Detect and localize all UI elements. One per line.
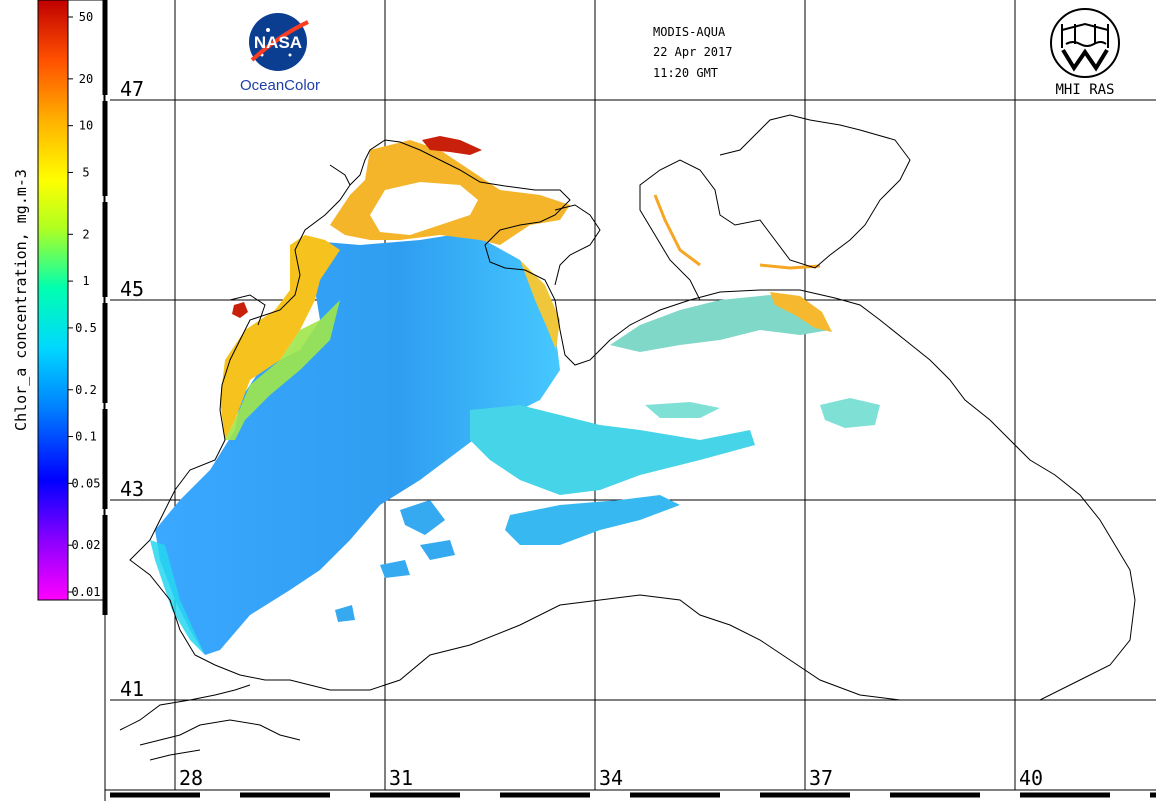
colorbar-tick-label: 1: [82, 274, 89, 288]
sensor-name: MODIS-AQUA: [653, 25, 726, 39]
latitude-label: 47: [120, 77, 144, 101]
mhi-ras-logo: MHI RAS: [1050, 8, 1120, 98]
colorbar-tick-label: 0.05: [72, 476, 101, 490]
chl-patch-central-2: [505, 495, 680, 545]
colorbar-tick-label: 50: [79, 10, 93, 24]
chl-azov-coast: [653, 194, 821, 270]
chl-very-high-dnieper: [422, 136, 482, 155]
longitude-label: 28: [179, 766, 203, 790]
acquisition-info: MODIS-AQUA 22 Apr 2017 11:20 GMT: [653, 25, 732, 80]
oceancolor-caption: OceanColor: [240, 77, 320, 94]
latitude-label: 45: [120, 277, 144, 301]
chl-white-gap-nw: [370, 182, 478, 235]
chl-patch-east: [820, 398, 880, 428]
nasa-wordmark: NASA: [254, 33, 302, 52]
acquisition-time: 11:20 GMT: [653, 66, 718, 80]
colorbar-tick-label: 0.1: [75, 430, 97, 444]
chl-patch-south-3: [380, 560, 410, 578]
coast-crimea-north: [554, 204, 601, 286]
colorbar-tick-label: 20: [79, 72, 93, 86]
coast-danube: [229, 294, 266, 326]
chl-green-west: [225, 300, 340, 440]
chl-patch-kerch: [610, 295, 830, 352]
chl-high-crimea: [520, 260, 560, 350]
acquisition-date: 22 Apr 2017: [653, 45, 732, 59]
colorbar-tick-label: 0.5: [75, 321, 97, 335]
coast-marmara: [119, 684, 301, 761]
longitude-labels: 28 31 34 37 40: [179, 766, 1043, 790]
longitude-label: 40: [1019, 766, 1043, 790]
chl-low-west: [155, 232, 560, 655]
chl-patch-south-2: [420, 540, 455, 560]
colorbar-tick-label: 5: [82, 165, 89, 179]
chl-patch-east-small: [645, 402, 720, 418]
coastline: [119, 114, 1136, 761]
colorbar-swatch: [37, 0, 69, 601]
chl-mid-shelf: [150, 540, 205, 655]
chl-patch-central-1: [470, 405, 755, 495]
nasa-meatball-icon: [249, 13, 307, 71]
chl-very-high-danube: [232, 302, 248, 318]
colorbar-tick-panel: [67, 0, 105, 601]
chlorophyll-field: [150, 136, 880, 655]
coast-west-south: [129, 139, 1136, 701]
chl-high-kerch-edge: [770, 292, 832, 332]
mhi-ras-caption: MHI RAS: [1055, 82, 1114, 98]
colorbar-title: Chlor_a concentration, mg.m-3: [12, 169, 30, 431]
colorbar-tick-label: 10: [79, 119, 93, 133]
longitude-label: 37: [809, 766, 833, 790]
colorbar-tick-label: 0.2: [75, 383, 97, 397]
coast-azov: [639, 114, 911, 301]
latitude-label: 43: [120, 477, 144, 501]
nasa-logo: NASA OceanColor: [240, 13, 320, 94]
latitude-labels: 47 45 43 41: [120, 77, 144, 701]
colorbar-tick-label: 2: [82, 227, 89, 241]
colorbar-tick-label: 0.02: [72, 538, 101, 552]
map-frame: [102, 0, 1156, 801]
longitude-label: 31: [389, 766, 413, 790]
chl-high-west-coast: [220, 235, 340, 440]
chl-patch-south-4: [335, 605, 355, 622]
colorbar: 50 20 10 5 2 1 0.5 0.2 0.1 0.05 0.02 0.01 Chlor_a c…: [12, 0, 105, 601]
latitude-label: 41: [120, 677, 144, 701]
longitude-label: 34: [599, 766, 623, 790]
colorbar-tick-label: 0.01: [72, 585, 101, 599]
chl-patch-south-1: [400, 500, 445, 535]
